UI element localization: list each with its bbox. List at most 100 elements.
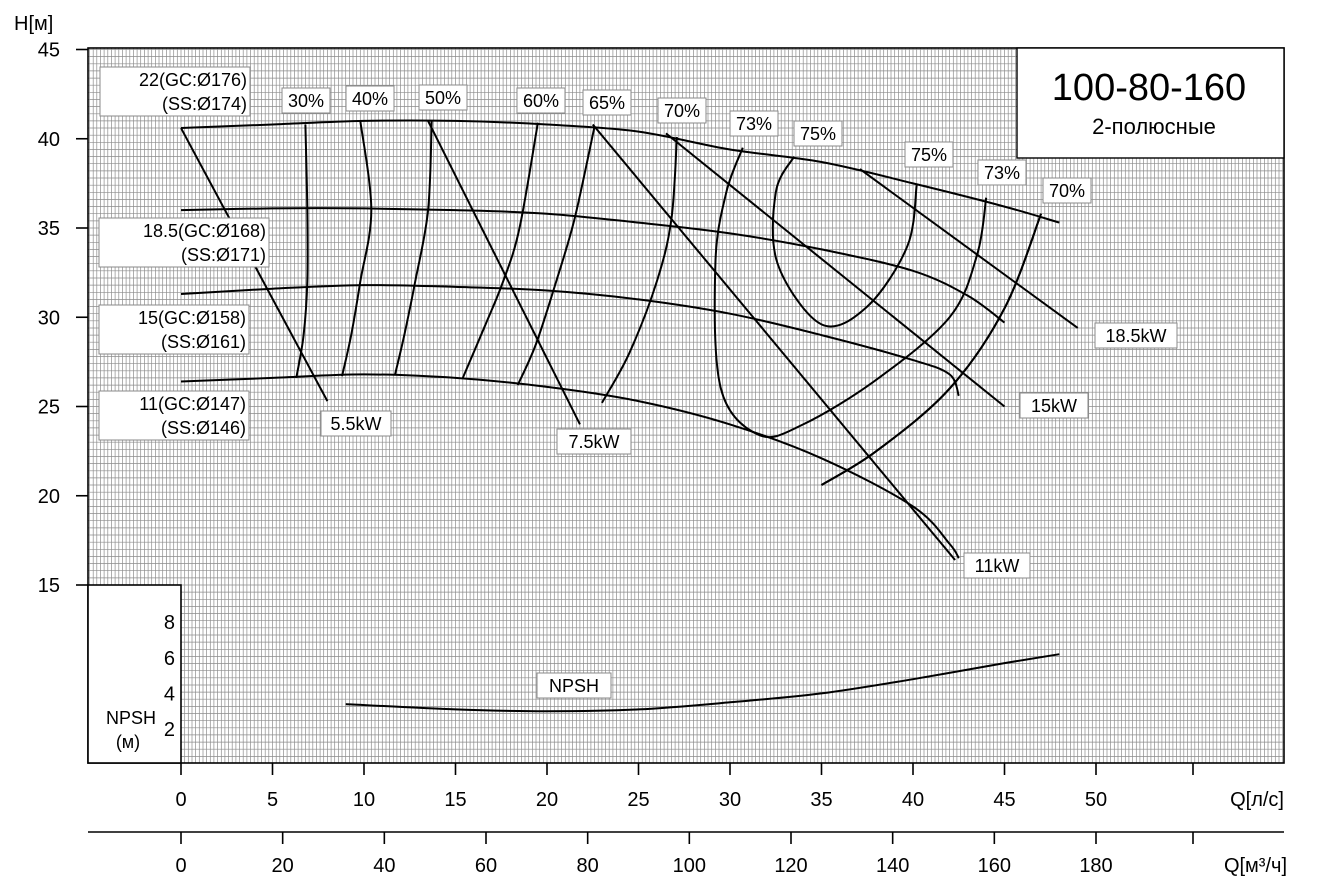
chart-frame [76,47,1285,844]
y-tick-label: 45 [38,40,60,62]
power-line [591,123,956,561]
efficiency-label-box [904,141,954,168]
impeller-label-2: (SS:Ø174) [162,94,247,114]
efficiency-label-box [345,85,395,112]
efficiency-label: 75% [911,145,947,165]
power-line [665,132,1006,408]
x2-tick-label: 180 [1079,855,1112,877]
x-tick-label: 25 [627,789,649,811]
x2-tick-label: 40 [373,855,395,877]
power-label-box [1094,322,1178,349]
npsh-curve [345,653,1060,713]
efficiency-label: 75% [800,124,836,144]
efficiency-curve [820,213,1043,486]
x2-tick-label: 120 [774,855,807,877]
efficiency-label: 30% [288,91,324,111]
x-tick-label: 30 [719,789,741,811]
title-box [1016,47,1285,159]
power-label: 5.5kW [330,414,381,434]
efficiency-curve [461,122,539,379]
efficiency-label-box [582,89,632,116]
x-axis-label: Q[л/с] [1230,789,1284,811]
x-tick-label: 10 [353,789,375,811]
power-label-box [556,428,632,455]
impeller-curve [180,284,960,397]
x-tick-label: 35 [810,789,832,811]
impeller-label: 11(GC:Ø147) [139,394,246,414]
efficiency-curve [341,120,373,377]
npsh-tick-label: 6 [164,648,175,670]
impeller-label-box [98,217,270,268]
impeller-label-box [99,66,251,117]
efficiency-label: 70% [1049,181,1085,201]
power-label: 15kW [1031,396,1077,416]
efficiency-label: 73% [984,163,1020,183]
x-tick-label: 40 [902,789,924,811]
y-tick-label: 35 [38,218,60,240]
impeller-label: 18.5(GC:Ø168) [143,221,266,241]
efficiency-curve [516,126,596,386]
x-tick-label: 45 [993,789,1015,811]
x2-tick-label: 80 [577,855,599,877]
efficiency-label: 50% [425,88,461,108]
power-line [427,120,581,425]
y-tick-label: 15 [38,575,60,597]
impeller-label-2: (SS:Ø171) [181,245,266,265]
npsh-axis-label-line1: NPSH [106,708,156,728]
power-label-box [963,552,1031,579]
efficiency-label-box [1042,177,1092,204]
x-tick-label: 15 [444,789,466,811]
x2-tick-label: 60 [475,855,497,877]
efficiency-label-box [729,110,779,137]
impeller-curve [180,373,960,559]
npsh-tick-label: 2 [164,719,175,741]
x2-axis-label: Q[м³/ч] [1224,855,1287,877]
efficiency-label: 40% [352,89,388,109]
x-tick-label: 0 [175,789,186,811]
impeller-curve [180,207,1006,324]
y-tick-label: 30 [38,307,60,329]
x2-tick-label: 140 [876,855,909,877]
efficiency-label: 60% [523,91,559,111]
x2-tick-label: 0 [175,855,186,877]
efficiency-label-box [793,120,843,147]
efficiency-curve [394,120,433,375]
x-tick-label: 5 [267,789,278,811]
efficiency-curve [295,124,309,379]
npsh-axis-label-line2: (м) [116,732,140,752]
efficiency-curve [601,136,678,404]
x2-tick-label: 160 [978,855,1011,877]
npsh-label-box [536,672,612,699]
impeller-label-2: (SS:Ø146) [161,418,246,438]
y-tick-label: 40 [38,129,60,151]
efficiency-label-box [657,97,707,124]
efficiency-curve [713,147,988,439]
power-label-box [1019,392,1089,419]
efficiency-label: 70% [664,101,700,121]
chart-title: 100-80-160 [1052,67,1246,109]
efficiency-label-box [977,159,1027,186]
impeller-label-2: (SS:Ø161) [161,332,246,352]
power-label: 18.5kW [1105,326,1166,346]
power-label: 11kW [975,556,1020,576]
impeller-label-box [98,390,250,441]
efficiency-label-box [418,84,468,111]
efficiency-label-box [281,87,331,114]
power-label-box [320,410,392,437]
npsh-tick-label: 4 [164,683,175,705]
npsh-axis-panel [87,584,182,764]
impeller-curve [180,119,1060,224]
x2-tick-label: 100 [673,855,706,877]
chart-subtitle: 2-полюсные [1092,114,1216,139]
npsh-label: NPSH [549,676,599,696]
efficiency-label: 65% [589,93,625,113]
power-line [859,168,1079,329]
curves [180,119,1079,713]
npsh-tick-label: 8 [164,612,175,634]
impeller-label: 15(GC:Ø158) [138,308,246,328]
x-tick-label: 20 [536,789,558,811]
plot-border [87,47,1285,764]
impeller-label: 22(GC:Ø176) [139,70,247,90]
